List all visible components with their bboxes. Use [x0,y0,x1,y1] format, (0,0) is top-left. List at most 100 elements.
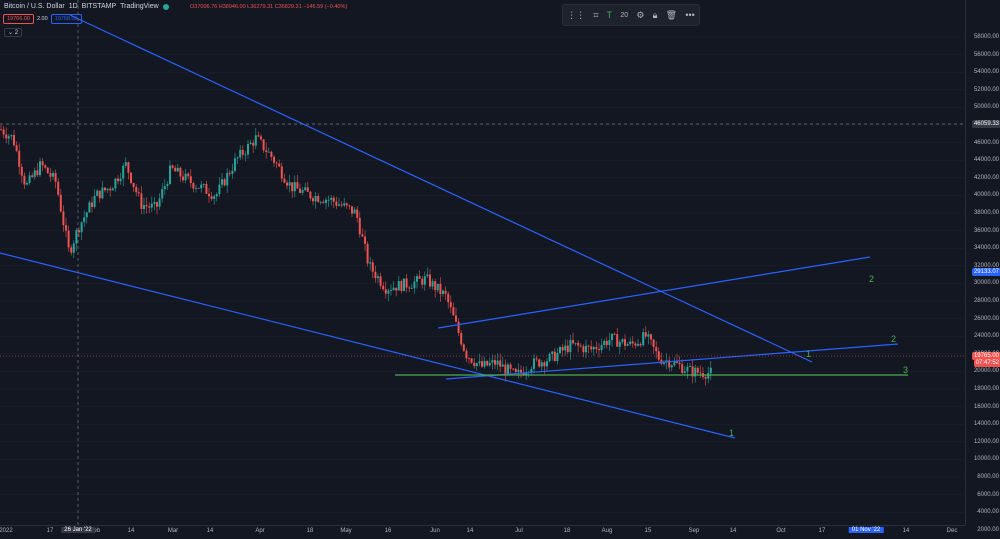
candle-body [356,209,359,218]
market-status-icon[interactable] [162,3,169,10]
drag-handle-icon[interactable]: ⋮⋮ [567,9,586,20]
candle-body [429,274,431,287]
chart-legend[interactable]: Bitcoin / U.S. Dollar 1D BITSTAMP Tradin… [4,3,169,10]
candle-body [236,157,239,159]
wave-label-2-top[interactable]: 2 [869,274,875,284]
wave-label-2-channel[interactable]: 2 [891,334,897,344]
candle-body [569,340,572,353]
indicator-count: 2 [14,30,19,36]
symbol-title[interactable]: Bitcoin / U.S. Dollar [4,3,65,10]
candle-body [616,334,619,347]
candle-body [91,202,93,207]
candle-body [57,181,60,195]
line-tool-icon[interactable]: T [606,10,613,20]
candle-body [699,372,702,374]
upper-downtrend-line[interactable] [69,14,813,363]
candle-body [673,361,676,366]
price-tick: 20000.00 [973,368,999,375]
candle-body [522,372,525,375]
price-tick: 30000.00 [973,280,999,287]
candle-body [413,281,416,289]
candle-body [351,206,353,214]
candle-body [132,182,135,188]
trade-price-boxes[interactable]: 19766.00 2.00 19768.00 [3,14,82,24]
candle-body [33,170,36,177]
line-width-value[interactable]: 20 [620,11,629,19]
buy-price-button[interactable]: 19768.00 [50,14,82,24]
candle-body [299,188,301,193]
drawing-toolbar[interactable]: ⋮⋮ ⌗ T 20 ⚙ 🔒︎ 🗑︎ ••• [562,4,700,26]
candle-body [561,347,564,351]
candle-body [312,198,314,202]
candle-body [637,343,639,346]
candle-body [85,212,88,218]
candle-body [163,186,166,190]
candle-body [106,188,109,191]
template-icon[interactable]: ⌗ [593,9,599,20]
time-axis[interactable]: 2022 17 Feb 14 Mar 14 Apr 18 May 16 Jun 14 Jul 18 Aug 1… [0,525,965,539]
lock-icon[interactable]: 🔒︎ [652,9,658,20]
candle-body [140,193,143,209]
candle-body [244,154,247,156]
candle-body [418,276,421,279]
candle-body [392,287,395,291]
price-tick: 36000.00 [973,227,999,234]
delete-icon[interactable]: 🗑︎ [665,9,678,20]
candle-body [166,184,169,187]
candle-body [52,173,54,177]
candle-body [663,361,665,364]
candle-body [83,217,86,223]
indicators-collapse-button[interactable]: ⌄ 2 [4,28,23,37]
candle-body [668,360,671,368]
more-icon[interactable]: ••• [685,10,695,20]
price-tick: 14000.00 [973,421,999,428]
candle-body [618,341,621,347]
candle-body [600,344,603,351]
candle-body [189,176,192,184]
settings-gear-icon[interactable]: ⚙ [636,9,645,20]
price-tick: 26000.00 [973,315,999,322]
candle-body [538,359,541,367]
wave-label-1-upper[interactable]: 1 [806,349,812,359]
candle-body [314,196,317,202]
candle-body [465,350,468,359]
candle-body [546,361,548,367]
candle-body [252,142,255,146]
candle-body [525,372,528,375]
candle-body [221,179,223,185]
wave-label-3[interactable]: 3 [903,365,909,375]
sell-price-button[interactable]: 19766.00 [3,14,34,24]
exchange-label: BITSTAMP [81,3,117,10]
candle-body [20,166,23,176]
candle-body [247,144,249,155]
candle-body [169,165,171,185]
candle-body [634,343,637,346]
candle-body [517,369,520,372]
interval-label[interactable]: 1D [68,3,78,10]
channel-bottom-line[interactable] [445,343,899,380]
candle-body [72,243,75,253]
source-label: TradingView [120,3,159,10]
time-tick: 17 [818,528,826,534]
candle-body [273,156,275,163]
candle-body [592,347,595,350]
candle-body [213,196,216,199]
lower-downtrend-line[interactable] [0,252,736,439]
time-tick: Apr [255,528,265,534]
candle-body [104,187,106,191]
wave-label-1-lower[interactable]: 1 [729,428,735,438]
candle-body [374,271,377,279]
price-tick: 32000.00 [973,262,999,269]
channel-top-line[interactable] [437,256,871,329]
time-tick: 14 [206,528,214,534]
time-tick: 14 [729,528,737,534]
candle-body [156,202,158,207]
price-chart[interactable] [0,0,965,531]
price-axis[interactable]: 58000.00 56000.00 54000.00 52000.00 50000.00… [965,0,1000,533]
candle-body [330,197,333,200]
chart-area[interactable]: Bitcoin / U.S. Dollar 1D BITSTAMP Tradin… [0,0,965,531]
candle-body [572,340,574,344]
candle-body [652,339,655,347]
candle-body [704,376,707,379]
candle-body [176,167,179,172]
